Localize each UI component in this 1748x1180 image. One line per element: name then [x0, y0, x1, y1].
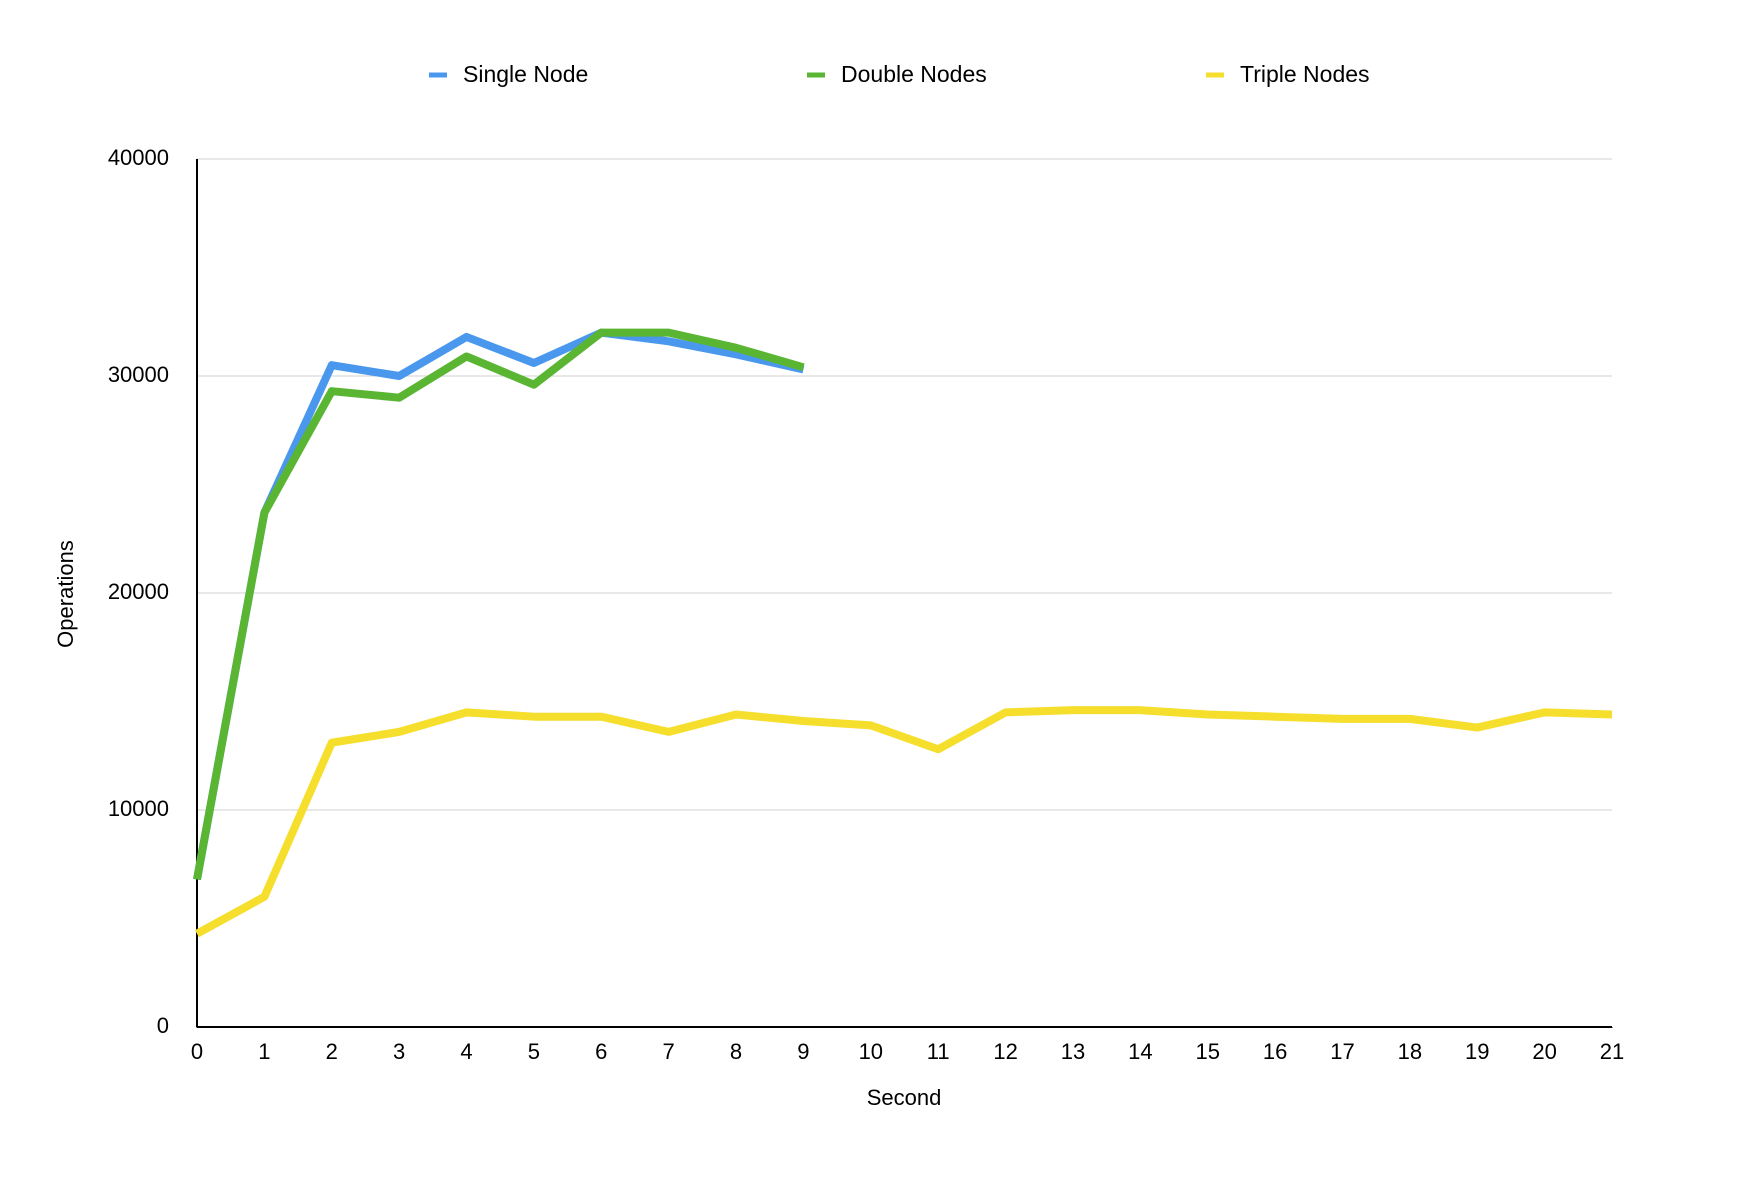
series-line: [193, 328, 805, 881]
y-tick-label: 10000: [108, 796, 169, 821]
x-tick-label: 3: [393, 1039, 405, 1064]
y-tick-label: 0: [157, 1013, 169, 1038]
y-tick-label: 20000: [108, 579, 169, 604]
x-tick-label: 1: [258, 1039, 270, 1064]
x-tick-label: 9: [797, 1039, 809, 1064]
legend-label: Double Nodes: [841, 61, 987, 87]
x-tick-label: 16: [1263, 1039, 1287, 1064]
x-tick-label: 0: [191, 1039, 203, 1064]
x-tick-label: 4: [460, 1039, 472, 1064]
x-tick-label: 15: [1195, 1039, 1219, 1064]
x-tick-label: 18: [1398, 1039, 1422, 1064]
x-axis-label: Second: [867, 1085, 942, 1110]
x-tick-label: 14: [1128, 1039, 1152, 1064]
x-tick-label: 21: [1600, 1039, 1624, 1064]
y-axis-label: Operations: [53, 540, 78, 648]
x-tick-label: 17: [1330, 1039, 1354, 1064]
x-tick-label: 12: [993, 1039, 1017, 1064]
series-line: [193, 328, 805, 881]
x-tick-label: 13: [1061, 1039, 1085, 1064]
x-tick-label: 10: [859, 1039, 883, 1064]
x-tick-label: 8: [730, 1039, 742, 1064]
x-tick-label: 19: [1465, 1039, 1489, 1064]
legend: Single Node Double Nodes Triple Nodes: [429, 61, 1370, 87]
y-tick-label: 30000: [108, 362, 169, 387]
x-tick-label: 7: [663, 1039, 675, 1064]
y-tick-label: 40000: [108, 145, 169, 170]
x-tick-label: 2: [326, 1039, 338, 1064]
series-line: [195, 706, 1613, 938]
legend-label: Triple Nodes: [1240, 61, 1370, 87]
x-tick-label: 6: [595, 1039, 607, 1064]
x-tick-label: 11: [927, 1039, 950, 1064]
legend-label: Single Node: [463, 61, 588, 87]
x-tick-label: 20: [1532, 1039, 1556, 1064]
x-tick-label: 5: [528, 1039, 540, 1064]
